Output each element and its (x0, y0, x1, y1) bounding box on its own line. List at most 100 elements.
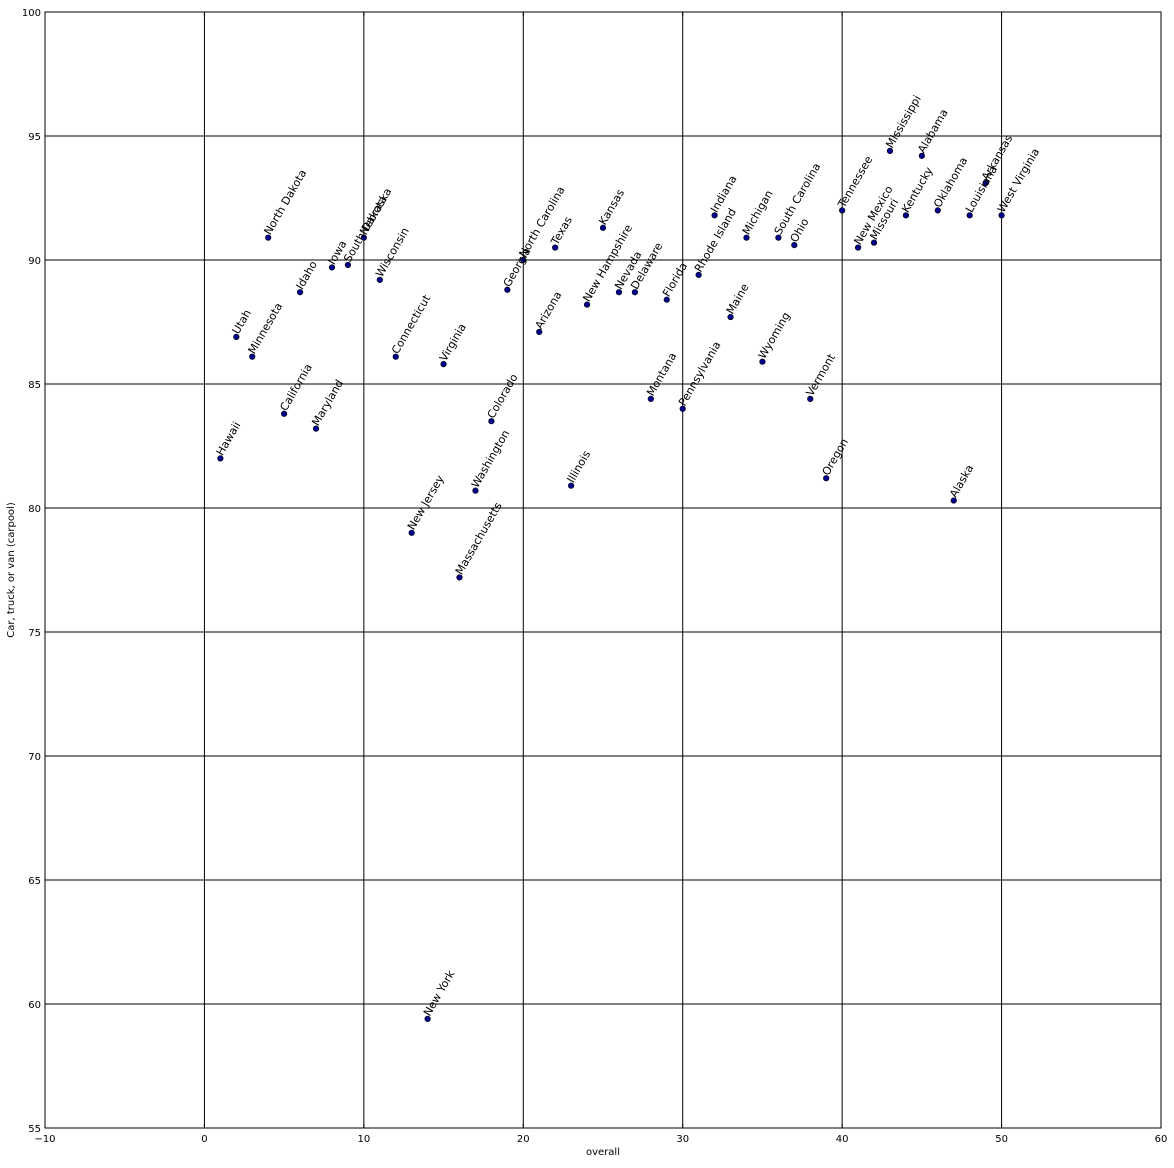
x-tick-label: 10 (357, 1134, 370, 1145)
x-tick-label: −10 (34, 1134, 55, 1145)
point-label: Colorado (485, 371, 521, 420)
point-label: Nebraska (357, 186, 394, 237)
data-point (281, 410, 288, 417)
data-point (583, 301, 591, 308)
point-label: Utah (230, 307, 254, 336)
point-label: Oklahoma (931, 155, 970, 210)
y-tick-label: 55 (28, 1124, 41, 1135)
data-point (934, 207, 941, 214)
point-label: Oregon (820, 436, 851, 478)
data-point (823, 475, 830, 482)
point-label: Texas (548, 214, 575, 248)
data-point (791, 242, 798, 249)
data-point (424, 1015, 431, 1022)
data-point (440, 361, 447, 368)
y-tick-label: 85 (28, 380, 41, 391)
y-tick-label: 95 (28, 132, 41, 143)
data-point (854, 244, 862, 251)
data-point (679, 405, 686, 412)
data-point (631, 289, 638, 296)
data-point (249, 353, 256, 360)
data-point (615, 289, 623, 296)
y-tick-label: 65 (28, 876, 41, 887)
data-point (360, 234, 367, 241)
data-point (743, 234, 750, 241)
data-point (727, 313, 734, 321)
data-point (839, 207, 846, 214)
y-axis-label: Car, truck, or van (carpool) (6, 502, 17, 638)
data-point (520, 256, 527, 264)
point-label: Vermont (804, 351, 839, 398)
data-point (966, 212, 973, 219)
data-point (504, 286, 511, 293)
point-label: Minnesota (246, 301, 286, 357)
y-tick-label: 100 (22, 8, 41, 19)
y-tick-label: 75 (28, 628, 41, 639)
data-point (488, 418, 495, 425)
data-point (233, 333, 240, 340)
point-label: Connecticut (389, 292, 434, 356)
x-tick-label: 60 (1155, 1134, 1168, 1145)
data-point (312, 425, 320, 432)
point-label: Alaska (947, 462, 976, 500)
point-label: Alabama (915, 107, 951, 156)
data-point (982, 180, 989, 187)
data-point (998, 212, 1005, 219)
data-point (950, 497, 957, 504)
data-point (328, 264, 336, 271)
data-point (647, 395, 654, 402)
data-point (552, 244, 559, 251)
data-point (296, 289, 304, 296)
x-tick-label: 20 (517, 1134, 530, 1145)
point-label: New York (421, 968, 458, 1019)
x-tick-labels: −10 0 10 20 30 40 50 60 (34, 1134, 1167, 1145)
point-label: Maine (724, 281, 752, 316)
data-point (663, 296, 670, 303)
point-label: Kansas (596, 187, 627, 227)
point-label: Idaho (293, 258, 320, 291)
point-label: Maryland (309, 377, 346, 428)
data-point (870, 239, 878, 246)
data-point (902, 212, 910, 219)
plot-frame (44, 11, 1162, 1129)
x-tick-label: 0 (201, 1134, 207, 1145)
data-point (599, 224, 607, 231)
data-point (217, 455, 224, 462)
y-tick-label: 60 (28, 1000, 41, 1011)
data-point (392, 353, 399, 360)
point-label: North Dakota (262, 167, 310, 237)
data-point (695, 271, 702, 278)
data-point (376, 276, 383, 283)
data-point (807, 395, 814, 402)
y-tick-label: 70 (28, 752, 41, 763)
point-label: Kentucky (899, 164, 936, 214)
point-label: Tennessee (835, 154, 876, 211)
data-point (456, 574, 463, 581)
x-axis-label: overall (586, 1147, 620, 1158)
data-point (536, 328, 543, 336)
data-point (759, 358, 766, 365)
point-label: Washington (469, 428, 513, 491)
point-label: New Jersey (405, 473, 447, 533)
y-tick-labels: 55 60 65 70 75 80 85 90 95 100 (22, 8, 41, 1135)
data-point (711, 212, 718, 219)
point-label: Wyoming (756, 310, 793, 361)
point-label: Hawaii (214, 419, 244, 457)
data-point (408, 529, 415, 536)
point-label: Michigan (740, 188, 776, 237)
data-point (775, 234, 782, 241)
point-label: Massachusetts (453, 500, 505, 577)
tick-marks (44, 11, 1162, 1129)
data-point (918, 152, 925, 159)
x-tick-label: 30 (676, 1134, 689, 1145)
data-point (344, 261, 352, 269)
point-label: Indiana (708, 173, 740, 215)
point-label: Florida (660, 260, 690, 299)
point-label: Virginia (437, 321, 469, 363)
data-point (886, 147, 894, 154)
x-tick-label: 50 (995, 1134, 1008, 1145)
point-label: Arizona (533, 289, 565, 331)
data-points (217, 147, 1005, 1022)
